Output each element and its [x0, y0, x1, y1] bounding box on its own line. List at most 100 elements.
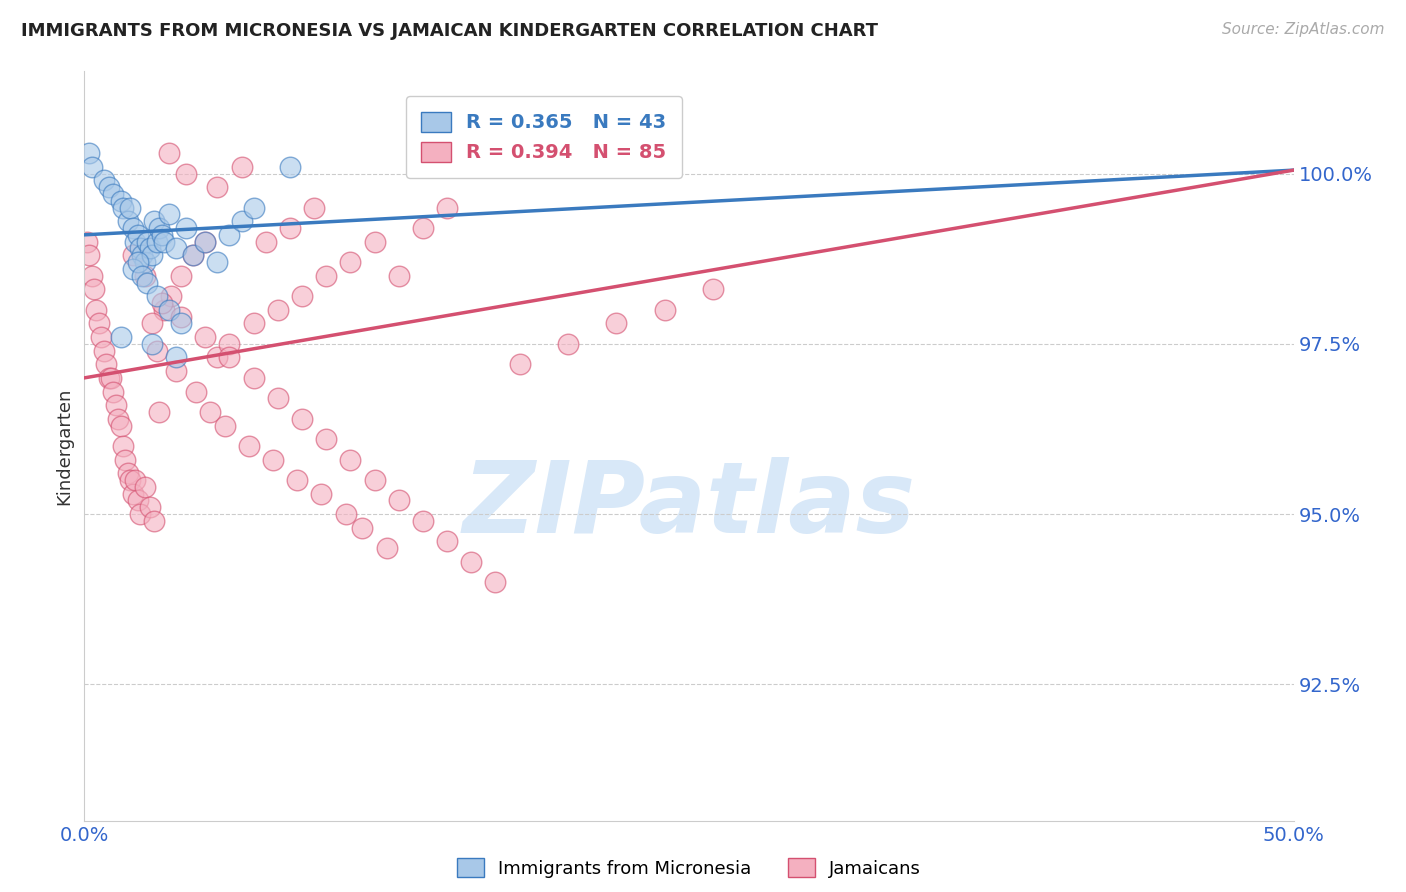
Point	[104, 398, 127, 412]
Point	[254, 235, 277, 249]
Point	[103, 384, 125, 399]
Point	[131, 248, 153, 262]
Point	[107, 411, 129, 425]
Point	[134, 255, 156, 269]
Point	[87, 317, 110, 331]
Point	[97, 371, 120, 385]
Point	[136, 235, 159, 249]
Point	[412, 514, 434, 528]
Point	[141, 317, 163, 331]
Point	[194, 235, 217, 249]
Point	[153, 235, 176, 249]
Point	[157, 302, 180, 317]
Point	[148, 405, 170, 419]
Point	[129, 507, 152, 521]
Point	[124, 235, 146, 249]
Point	[114, 452, 136, 467]
Point	[242, 371, 264, 385]
Text: Source: ZipAtlas.com: Source: ZipAtlas.com	[1222, 22, 1385, 37]
Point	[138, 242, 160, 256]
Point	[352, 521, 374, 535]
Point	[242, 317, 264, 331]
Point	[127, 255, 149, 269]
Point	[605, 317, 627, 331]
Point	[436, 534, 458, 549]
Point	[117, 467, 139, 481]
Point	[198, 405, 221, 419]
Point	[157, 146, 180, 161]
Point	[94, 357, 117, 371]
Point	[129, 242, 152, 256]
Point	[218, 336, 240, 351]
Point	[121, 486, 143, 500]
Point	[112, 439, 135, 453]
Point	[242, 201, 264, 215]
Point	[207, 351, 229, 365]
Point	[388, 493, 411, 508]
Point	[77, 248, 100, 262]
Point	[141, 248, 163, 262]
Point	[335, 507, 357, 521]
Point	[363, 473, 385, 487]
Point	[363, 235, 385, 249]
Point	[412, 221, 434, 235]
Point	[124, 473, 146, 487]
Point	[311, 486, 333, 500]
Point	[150, 296, 173, 310]
Point	[143, 214, 166, 228]
Point	[93, 343, 115, 358]
Point	[110, 194, 132, 208]
Point	[131, 268, 153, 283]
Point	[509, 357, 531, 371]
Point	[181, 248, 204, 262]
Point	[170, 310, 193, 324]
Point	[339, 255, 361, 269]
Point	[146, 235, 169, 249]
Point	[165, 351, 187, 365]
Point	[97, 180, 120, 194]
Point	[702, 282, 724, 296]
Point	[267, 392, 290, 406]
Point	[77, 146, 100, 161]
Point	[134, 480, 156, 494]
Point	[207, 255, 229, 269]
Text: ZIPatlas: ZIPatlas	[463, 458, 915, 555]
Point	[165, 242, 187, 256]
Point	[141, 336, 163, 351]
Point	[117, 214, 139, 228]
Point	[136, 276, 159, 290]
Point	[315, 268, 337, 283]
Text: IMMIGRANTS FROM MICRONESIA VS JAMAICAN KINDERGARTEN CORRELATION CHART: IMMIGRANTS FROM MICRONESIA VS JAMAICAN K…	[21, 22, 879, 40]
Point	[150, 227, 173, 242]
Point	[121, 261, 143, 276]
Point	[285, 473, 308, 487]
Point	[170, 268, 193, 283]
Point	[80, 268, 103, 283]
Point	[143, 514, 166, 528]
Point	[388, 268, 411, 283]
Point	[100, 371, 122, 385]
Point	[278, 160, 301, 174]
Legend: Immigrants from Micronesia, Jamaicans: Immigrants from Micronesia, Jamaicans	[447, 849, 931, 887]
Point	[76, 235, 98, 249]
Point	[93, 173, 115, 187]
Point	[194, 330, 217, 344]
Point	[110, 330, 132, 344]
Point	[654, 302, 676, 317]
Point	[267, 302, 290, 317]
Point	[315, 432, 337, 446]
Point	[138, 500, 160, 515]
Point	[174, 167, 197, 181]
Point	[262, 452, 284, 467]
Point	[484, 575, 506, 590]
Point	[291, 411, 314, 425]
Point	[207, 180, 229, 194]
Point	[181, 248, 204, 262]
Point	[375, 541, 398, 556]
Point	[83, 282, 105, 296]
Y-axis label: Kindergarten: Kindergarten	[55, 387, 73, 505]
Point	[436, 201, 458, 215]
Point	[184, 384, 207, 399]
Point	[90, 330, 112, 344]
Point	[557, 336, 579, 351]
